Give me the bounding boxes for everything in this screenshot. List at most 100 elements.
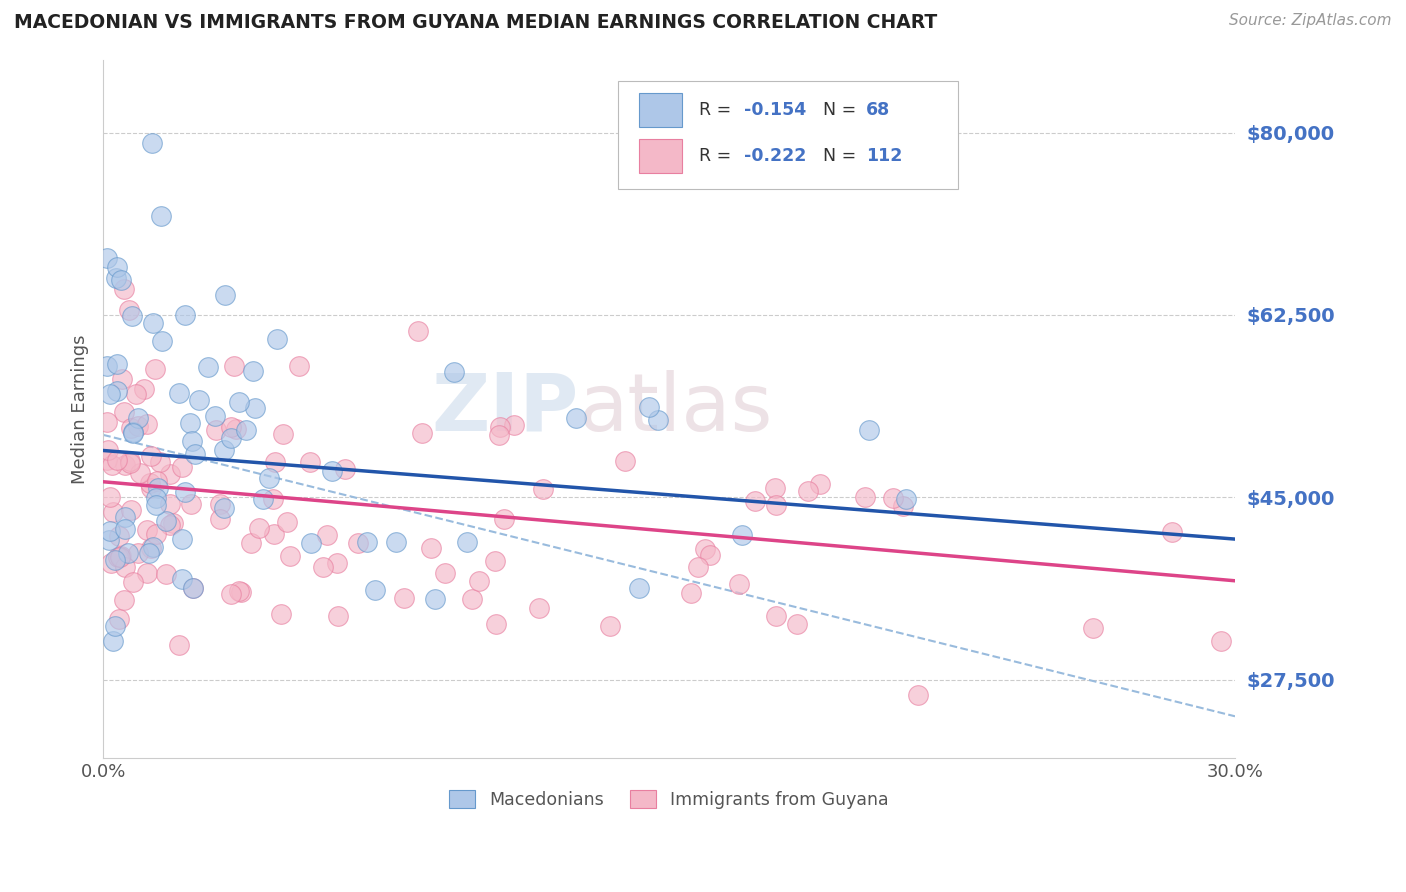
Point [257, 471, 280, 485]
Text: Source: ZipAtlas.com: Source: ZipAtlas.com [1229, 13, 1392, 29]
Point [266, 332, 288, 346]
Point [105, 357, 128, 371]
Point [488, 427, 510, 442]
Point [129, 467, 152, 481]
Point [114, 560, 136, 574]
Point [679, 585, 702, 599]
Text: 68: 68 [866, 101, 890, 119]
Point [138, 546, 160, 560]
Point [167, 385, 190, 400]
Point [141, 449, 163, 463]
Point [420, 541, 443, 555]
Point [882, 491, 904, 505]
Point [647, 413, 669, 427]
Point [565, 411, 588, 425]
Point [786, 617, 808, 632]
Point [111, 372, 134, 386]
Point [162, 516, 184, 530]
Point [101, 458, 124, 473]
Point [456, 534, 478, 549]
Point [1209, 634, 1232, 648]
Point [531, 482, 554, 496]
Point [150, 334, 173, 348]
Point [145, 498, 167, 512]
Point [229, 584, 252, 599]
Point [118, 454, 141, 468]
Point [114, 458, 136, 472]
Point [127, 546, 149, 560]
Point [858, 424, 880, 438]
Point [181, 581, 204, 595]
Point [219, 419, 242, 434]
Point [141, 136, 163, 150]
Point [693, 542, 716, 557]
Point [425, 592, 447, 607]
Point [730, 528, 752, 542]
FancyBboxPatch shape [638, 93, 682, 127]
Point [299, 455, 322, 469]
Point [328, 608, 350, 623]
Point [108, 550, 131, 565]
Point [765, 609, 787, 624]
Point [228, 395, 250, 409]
Point [225, 422, 247, 436]
Text: R =: R = [699, 147, 737, 165]
Point [688, 560, 710, 574]
Point [1160, 525, 1182, 540]
Point [98, 533, 121, 547]
Point [174, 308, 197, 322]
Point [433, 566, 456, 580]
Point [443, 365, 465, 379]
Point [120, 421, 142, 435]
Point [744, 494, 766, 508]
Legend: Macedonians, Immigrants from Guyana: Macedonians, Immigrants from Guyana [443, 783, 896, 815]
Point [100, 556, 122, 570]
Point [228, 583, 250, 598]
Point [183, 581, 205, 595]
Point [240, 536, 263, 550]
Point [159, 467, 181, 482]
Point [252, 492, 274, 507]
Point [121, 425, 143, 440]
Point [167, 638, 190, 652]
Point [98, 387, 121, 401]
Point [212, 500, 235, 515]
Point [356, 535, 378, 549]
Point [529, 601, 551, 615]
Point [184, 447, 207, 461]
Point [219, 431, 242, 445]
Point [110, 273, 132, 287]
Point [155, 514, 177, 528]
Point [262, 492, 284, 507]
Point [208, 497, 231, 511]
Point [145, 527, 167, 541]
Point [114, 510, 136, 524]
Point [149, 455, 172, 469]
Point [891, 500, 914, 514]
Point [174, 484, 197, 499]
Point [627, 581, 650, 595]
FancyBboxPatch shape [638, 139, 682, 173]
Point [312, 560, 335, 574]
Point [278, 549, 301, 563]
Point [121, 309, 143, 323]
Point [484, 554, 506, 568]
Point [108, 612, 131, 626]
Point [146, 474, 169, 488]
Point [124, 387, 146, 401]
Point [122, 426, 145, 441]
Point [896, 491, 918, 506]
Point [108, 529, 131, 543]
Point [214, 288, 236, 302]
Point [235, 423, 257, 437]
Point [97, 442, 120, 457]
Text: -0.222: -0.222 [744, 147, 806, 165]
Point [159, 497, 181, 511]
Text: MACEDONIAN VS IMMIGRANTS FROM GUYANA MEDIAN EARNINGS CORRELATION CHART: MACEDONIAN VS IMMIGRANTS FROM GUYANA MED… [14, 13, 938, 32]
Point [120, 456, 142, 470]
Point [613, 454, 636, 468]
Point [384, 534, 406, 549]
Point [503, 417, 526, 432]
Text: ZIP: ZIP [432, 370, 578, 448]
Point [139, 476, 162, 491]
